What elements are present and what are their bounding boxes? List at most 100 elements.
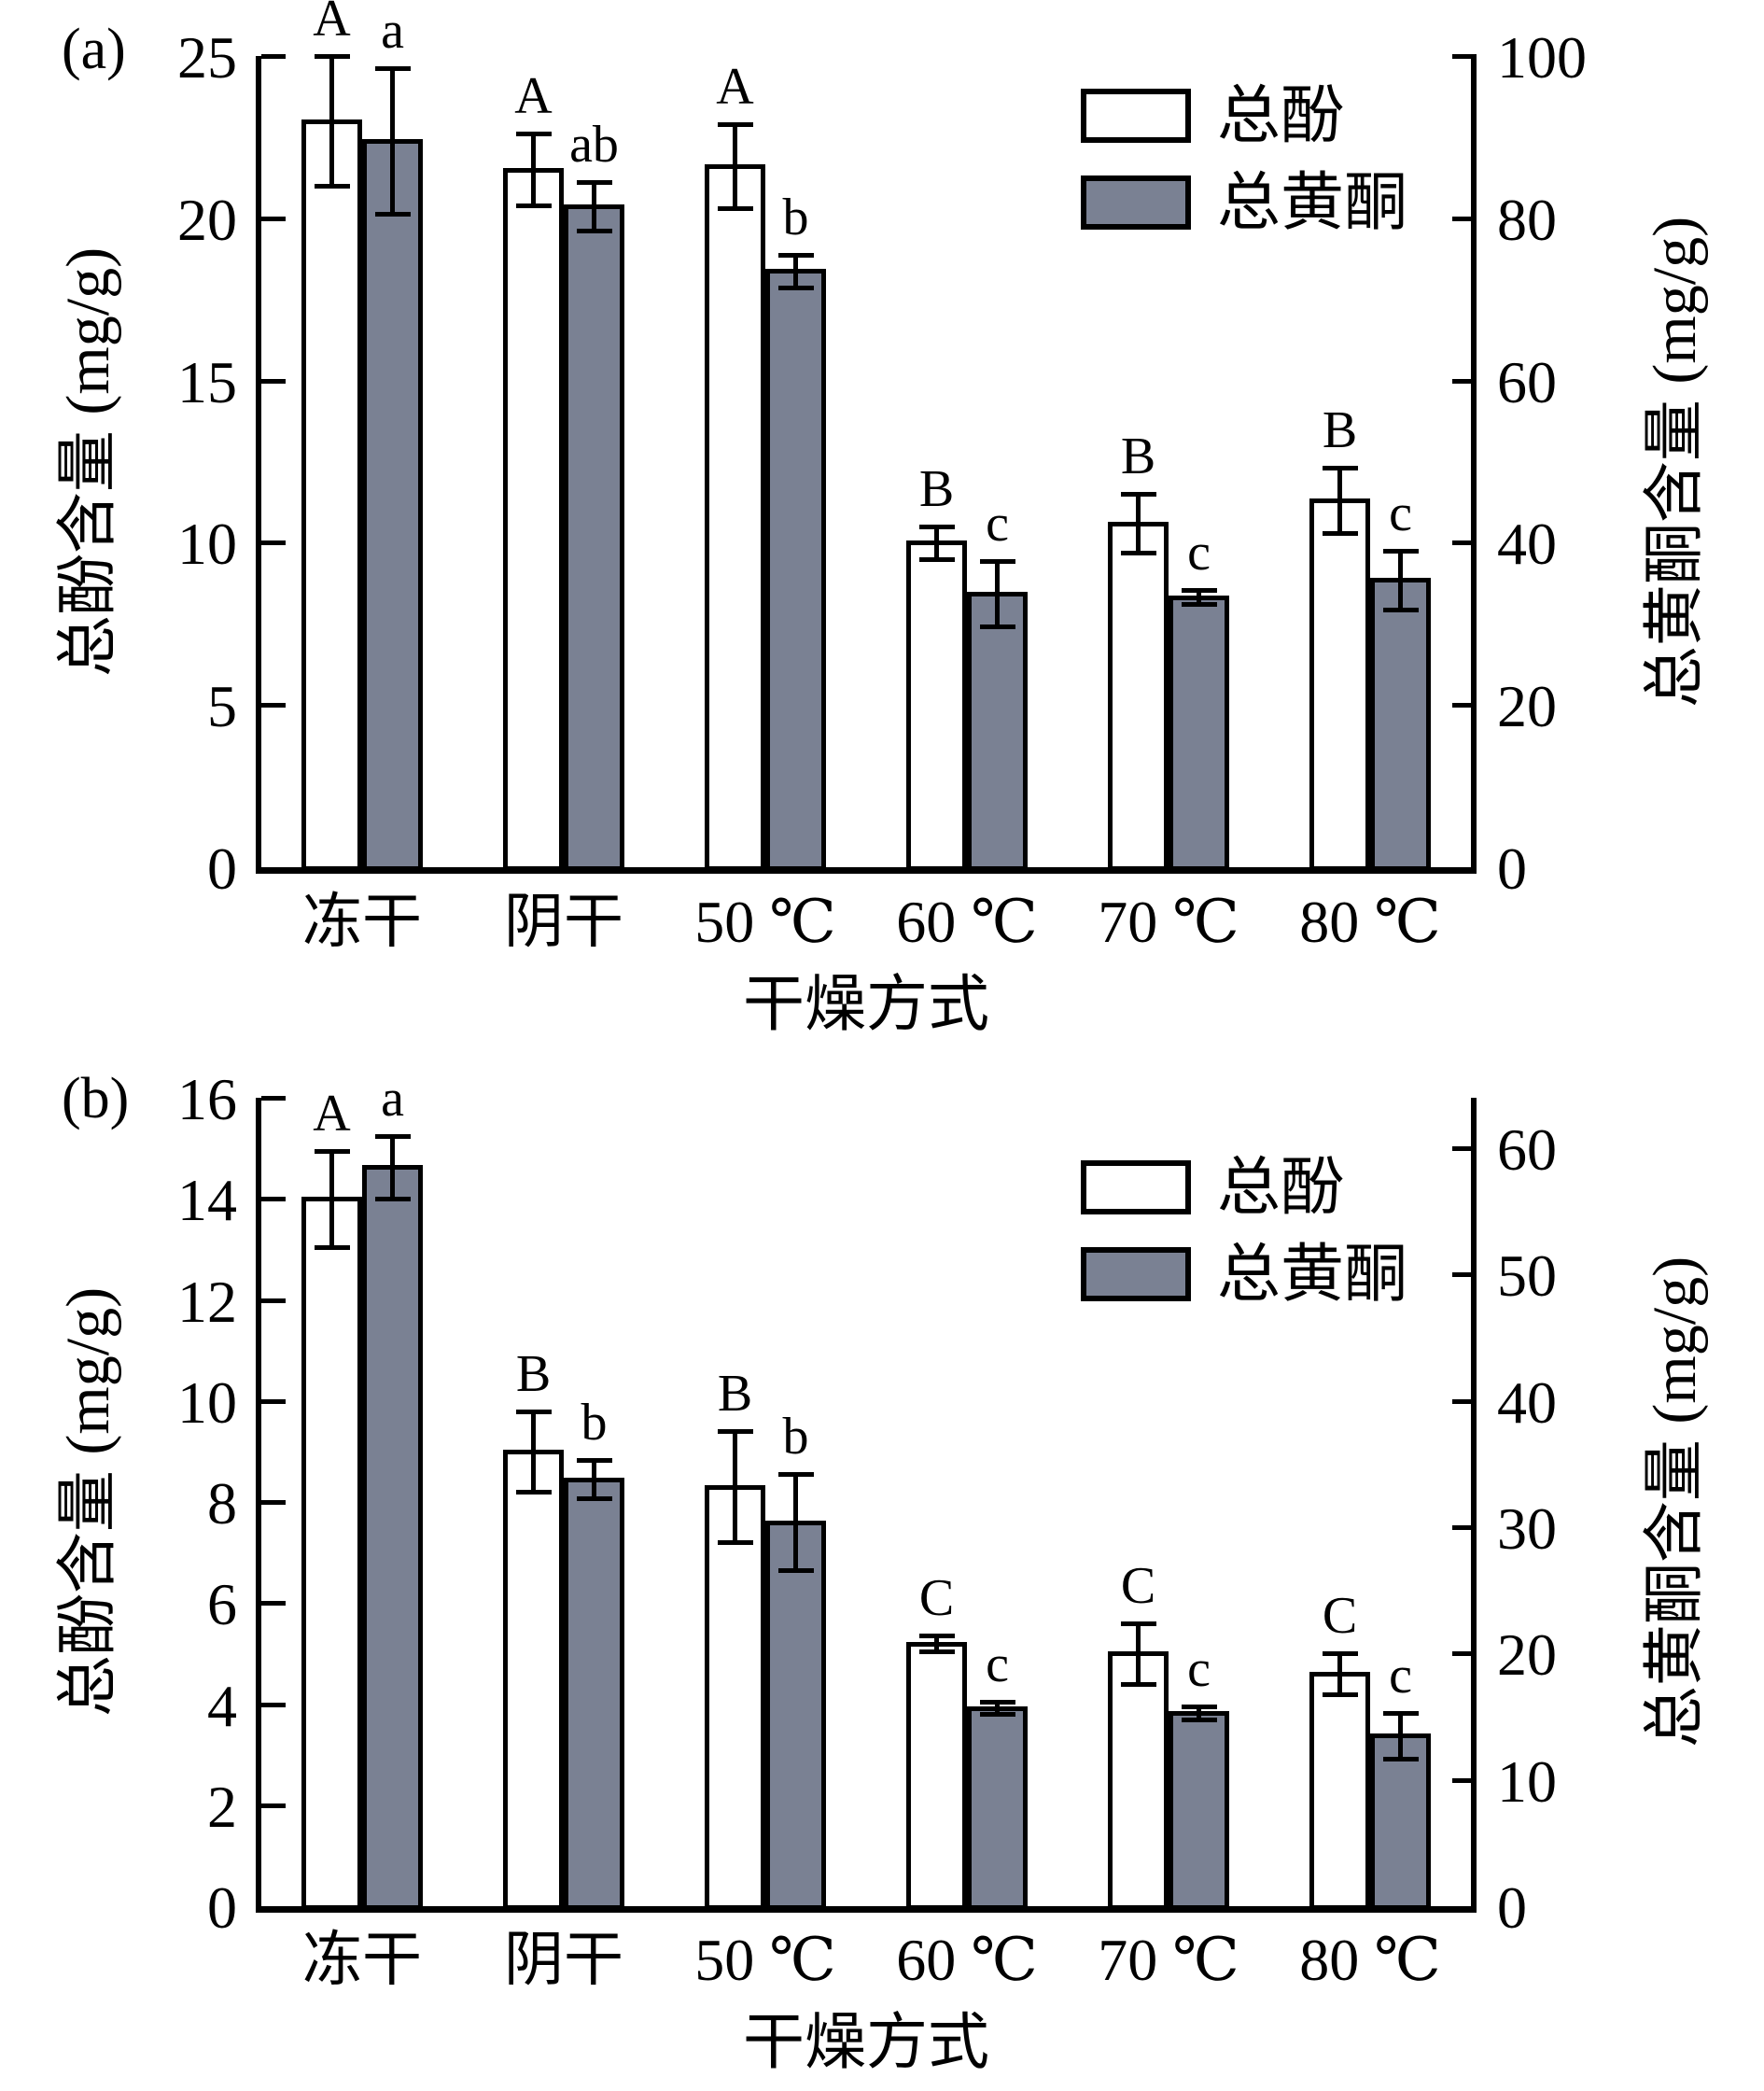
- significance-letter: A: [313, 1084, 351, 1143]
- x-category-label: 50 ℃: [694, 1927, 836, 1993]
- error-bar-line: [793, 254, 798, 288]
- error-bar-line: [390, 1135, 395, 1200]
- x-category-label: 冻干: [302, 1927, 422, 1993]
- x-category-label: 70 ℃: [1098, 1927, 1239, 1993]
- y-axis-left-tick: [261, 1096, 286, 1101]
- error-bar-line: [1398, 1712, 1403, 1759]
- error-bar-cap-bottom: [576, 1495, 612, 1501]
- error-bar-cap-bottom: [374, 212, 411, 218]
- significance-letter: B: [1322, 401, 1358, 460]
- y-axis-left-tick-label: 12: [177, 1268, 237, 1335]
- y-axis-right-tick-label: 10: [1497, 1747, 1557, 1815]
- error-bar-cap-top: [777, 252, 814, 258]
- error-bar-line: [1197, 589, 1201, 605]
- bar-flavone: [1169, 595, 1229, 871]
- error-bar-cap-bottom: [576, 228, 612, 233]
- bar-phenol: [1108, 1651, 1169, 1910]
- y-axis-left-tick-label: 4: [207, 1672, 237, 1739]
- error-bar-line: [733, 1431, 737, 1543]
- error-bar-cap-bottom: [979, 624, 1015, 629]
- significance-letter: B: [717, 1365, 753, 1424]
- significance-letter: b: [782, 1408, 809, 1467]
- significance-letter: a: [381, 2, 404, 61]
- legend-item-phenol: 总酚: [1081, 1156, 1407, 1219]
- y-axis-right-tick: [1452, 1398, 1477, 1404]
- significance-letter: B: [918, 460, 955, 519]
- y-axis-right-tick: [1452, 1272, 1477, 1278]
- significance-letter: c: [1389, 484, 1412, 543]
- error-bar-cap-bottom: [1382, 607, 1419, 612]
- bar-flavone: [564, 1477, 624, 1910]
- bar-flavone: [967, 592, 1028, 871]
- bar-flavone: [362, 1165, 423, 1910]
- significance-letter: C: [1120, 1556, 1156, 1615]
- bar-flavone: [1370, 1733, 1431, 1910]
- error-bar-cap-bottom: [918, 1649, 955, 1654]
- error-bar-line: [934, 1635, 939, 1651]
- error-bar-cap-top: [314, 1148, 350, 1154]
- x-category-label: 60 ℃: [896, 1927, 1038, 1993]
- y-axis-right-spine: [1471, 1098, 1477, 1913]
- y-axis-left-tick-label: 0: [207, 1874, 237, 1941]
- y-axis-left-tick-label: 14: [177, 1167, 237, 1234]
- error-bar-cap-top: [515, 132, 552, 137]
- error-bar-cap-top: [576, 179, 612, 185]
- legend-swatch-phenol: [1081, 89, 1191, 143]
- significance-letter: b: [782, 188, 809, 246]
- bar-phenol: [301, 119, 362, 871]
- bar-phenol: [301, 1197, 362, 1910]
- y-axis-right-tick-label: 20: [1497, 1621, 1557, 1689]
- error-bar-line: [934, 526, 939, 559]
- error-bar-cap-bottom: [374, 1197, 411, 1202]
- y-axis-right-tick-label: 50: [1497, 1242, 1557, 1310]
- x-category-label: 阴干: [504, 889, 623, 955]
- y-axis-left-tick: [261, 703, 286, 709]
- significance-letter: c: [1187, 1640, 1211, 1699]
- error-bar-cap-top: [374, 1133, 411, 1139]
- bar-phenol: [906, 540, 967, 871]
- error-bar-line: [995, 1701, 1000, 1715]
- y-axis-left-tick-label: 10: [177, 1368, 237, 1436]
- x-category-label: 60 ℃: [896, 889, 1038, 955]
- y-axis-left-tick-label: 8: [207, 1470, 237, 1537]
- bar-phenol: [503, 1449, 564, 1910]
- right-y-axis-title: 总黄酮含量 (mg/g): [1641, 1256, 1709, 1748]
- x-axis-title: 干燥方式: [743, 2009, 989, 2077]
- bar-phenol: [906, 1641, 967, 1910]
- x-category-label: 70 ℃: [1098, 889, 1239, 955]
- bar-phenol: [705, 164, 765, 871]
- y-axis-right-tick-label: 30: [1497, 1495, 1557, 1563]
- significance-letter: A: [716, 57, 754, 116]
- y-axis-left-tick: [261, 1398, 286, 1404]
- error-bar-line: [1136, 1622, 1141, 1684]
- y-axis-left-tick: [261, 1500, 286, 1505]
- y-axis-right-tick-label: 40: [1497, 511, 1557, 578]
- y-axis-right-spine: [1471, 56, 1477, 874]
- error-bar-cap-top: [374, 66, 411, 72]
- error-bar-line: [390, 68, 395, 215]
- error-bar-cap-top: [979, 1699, 1015, 1705]
- error-bar-cap-top: [1120, 1621, 1156, 1626]
- y-axis-left-tick-label: 6: [207, 1571, 237, 1638]
- error-bar-cap-top: [1382, 549, 1419, 554]
- error-bar-cap-top: [515, 1409, 552, 1414]
- error-bar-cap-bottom: [1120, 550, 1156, 555]
- y-axis-left-tick: [261, 1702, 286, 1707]
- bar-flavone: [564, 203, 624, 871]
- significance-letter: ab: [569, 115, 619, 174]
- error-bar-cap-bottom: [717, 1540, 753, 1546]
- bar-phenol: [1108, 521, 1169, 871]
- legend-item-flavone: 总黄酮: [1081, 171, 1407, 234]
- significance-letter: c: [1389, 1646, 1412, 1705]
- y-axis-left-tick: [261, 1803, 286, 1808]
- x-category-label: 阴干: [504, 1927, 623, 1993]
- legend-label: 总酚: [1217, 80, 1345, 151]
- error-bar-line: [793, 1474, 798, 1571]
- y-axis-left-tick-label: 5: [207, 673, 237, 740]
- y-axis-right-tick-label: 80: [1497, 186, 1557, 253]
- y-axis-left-tick: [261, 216, 286, 221]
- bar-phenol: [705, 1484, 765, 1910]
- error-bar-cap-top: [979, 559, 1015, 565]
